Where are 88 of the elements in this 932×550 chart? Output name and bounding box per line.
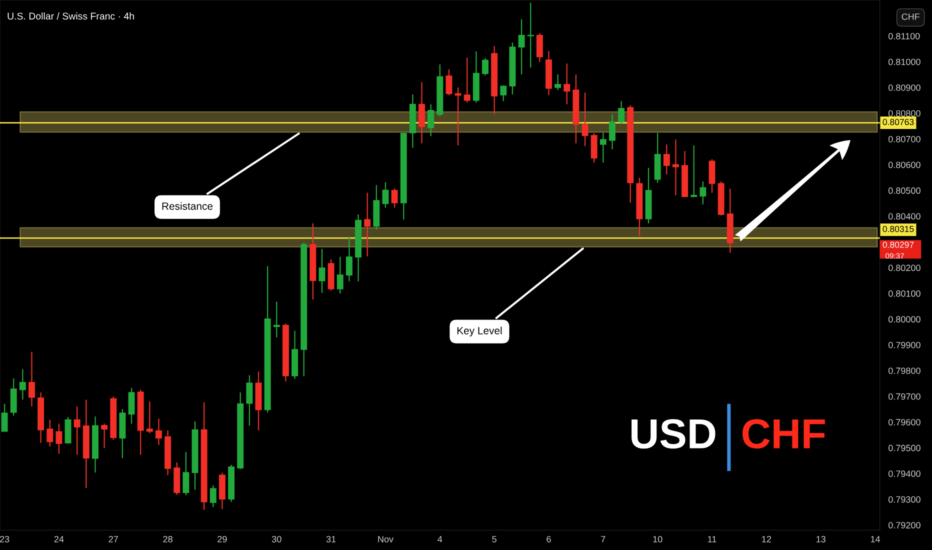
candlestick (663, 144, 670, 176)
x-tick-label: 13 (816, 536, 826, 542)
candlestick (582, 92, 588, 147)
text: 0.80297 (882, 242, 914, 248)
ref-line-label: 0.80315 (882, 226, 914, 232)
y-tick-label: 0.80100 (888, 290, 920, 297)
y-tick-label: 0.80600 (888, 162, 920, 168)
candlestick (672, 138, 679, 196)
x-tick-label: 28 (163, 536, 172, 542)
y-tick-label: 0.80200 (888, 264, 920, 272)
y-tick-label: 0.80700 (888, 136, 920, 142)
candlestick (146, 400, 153, 434)
x-tick-label: 14 (870, 536, 880, 542)
x-tick-label: 6 (546, 536, 551, 542)
candlestick (210, 484, 216, 508)
y-tick-label: 0.80800 (888, 110, 920, 117)
y-tick-label: 0.79500 (888, 444, 920, 452)
x-tick-label: Nov (378, 536, 394, 542)
annotation: CHF (742, 419, 825, 449)
y-tick-label: 0.80000 (888, 316, 920, 323)
candlestick (155, 418, 162, 446)
candlestick (56, 423, 62, 454)
y-tick-label: 0.80500 (888, 187, 920, 194)
candlestick (46, 419, 54, 448)
y-tick-label: 0.80400 (888, 213, 920, 220)
x-tick-label: 10 (653, 536, 662, 542)
y-tick-label: 0.79300 (888, 496, 920, 503)
x-tick-label: 4 (438, 536, 442, 542)
candlestick (618, 100, 625, 124)
ref-line-label: 0.80763 (882, 118, 914, 126)
y-tick-label: 0.81000 (888, 58, 920, 66)
x-tick-label: 31 (326, 536, 336, 542)
x-tick-label: 24 (54, 536, 64, 542)
candlestick (364, 192, 371, 257)
candlestick (482, 58, 488, 76)
y-tick-label: 0.79600 (888, 419, 920, 426)
candlestick (500, 84, 507, 102)
candlestick (218, 472, 226, 510)
x-tick-label: 23 (0, 536, 10, 542)
candlestick (1, 403, 8, 432)
candlestick (336, 256, 344, 294)
y-axis-title: CHF (902, 13, 920, 20)
annotation: USD (632, 419, 716, 449)
band-label: Resistance (162, 202, 213, 210)
x-tick-label: 30 (272, 536, 282, 542)
candlestick (182, 451, 190, 496)
candlestick (464, 57, 470, 103)
y-tick-label: 0.79700 (888, 393, 920, 400)
y-tick-label: 0.81100 (888, 33, 920, 40)
x-tick-label: 7 (601, 536, 606, 542)
candlestick (708, 158, 716, 194)
candlestick (10, 378, 17, 416)
candlestick (28, 351, 35, 407)
candlestick (246, 374, 253, 426)
candlestick (428, 104, 434, 137)
candlestick (74, 406, 80, 456)
x-tick-label: 27 (108, 536, 118, 542)
candlestick (273, 301, 280, 338)
candlestick (600, 132, 606, 164)
candlestick (536, 32, 543, 63)
candlestick (418, 82, 425, 144)
candlestick (518, 18, 525, 75)
candlestick (609, 114, 616, 150)
y-tick-label: 0.79200 (888, 522, 920, 528)
candlestick (590, 132, 598, 164)
x-tick-label: 5 (492, 536, 496, 542)
candlestick (346, 236, 352, 282)
candlestick (318, 248, 326, 294)
band-label: Key Level (457, 326, 502, 336)
candlestick (382, 182, 389, 208)
candlestick (446, 68, 452, 96)
y-tick-label: 0.79800 (888, 368, 920, 374)
text: U.S. Dollar / Swiss Franc · 4h (8, 12, 134, 20)
candlestick (690, 144, 698, 198)
y-tick-label: 0.79400 (888, 470, 920, 477)
candlestick (700, 180, 706, 205)
candlestick (64, 416, 72, 444)
y-tick-label: 0.80900 (888, 84, 920, 91)
candlestick (554, 74, 562, 91)
candlestick (101, 423, 108, 449)
x-tick-label: 12 (762, 536, 771, 542)
candlestick (19, 368, 26, 400)
x-tick-label: 11 (708, 536, 716, 542)
candlestick (128, 387, 135, 424)
x-tick-label: 29 (218, 536, 227, 542)
y-tick-label: 0.79900 (888, 342, 920, 348)
candlestick (564, 63, 570, 105)
candlestick (391, 188, 398, 208)
